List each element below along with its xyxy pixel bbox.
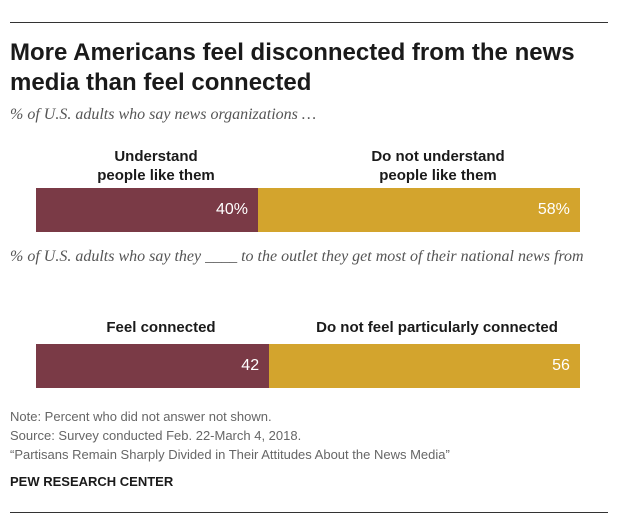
chart1-subtitle: % of U.S. adults who say news organizati… [10,106,317,123]
chart1-category-label-1: Understand people like them [66,147,246,185]
top-rule [10,22,608,23]
chart1-category-label-2: Do not understand people like them [318,147,558,185]
report-title: “Partisans Remain Sharply Divided in The… [10,447,450,462]
chart1-category-label-2-line1: Do not understand [371,148,505,165]
bottom-rule [10,512,608,513]
chart2-category-label-2: Do not feel particularly connected [292,318,582,337]
chart2-subtitle: % of U.S. adults who say they ____ to th… [10,248,584,265]
chart2-bar-label-connected: 42 [241,357,260,374]
chart1-bar-segment-understand [36,188,258,232]
chart2-bar-label-not-connected: 56 [552,357,570,374]
source-text: Source: Survey conducted Feb. 22-March 4… [10,428,302,443]
brand-logo-text: PEW RESEARCH CENTER [10,474,174,489]
note-text: Note: Percent who did not answer not sho… [10,409,272,424]
chart-title: More Americans feel disconnected from th… [10,39,575,96]
chart1-category-label-1-line1: Understand [114,148,198,165]
chart2-category-label-1: Feel connected [66,318,256,337]
chart2-bar: 42 56 [36,344,591,388]
chart1-bar: 40% 58% [36,188,591,232]
chart2-category-label-1-line1: Feel connected [106,319,216,336]
chart1-category-label-1-line2: people like them [97,167,215,184]
chart1-bar-segment-not-understand [258,188,580,232]
chart2-bar-segment-connected [36,344,270,388]
chart1-bar-label-not-understand: 58% [537,201,570,218]
chart1-category-label-2-line2: people like them [379,167,497,184]
chart2-category-label-2-line1: Do not feel particularly connected [316,319,558,336]
chart2-bar-segment-not-connected [269,344,580,388]
chart1-bar-label-understand: 40% [215,201,248,218]
